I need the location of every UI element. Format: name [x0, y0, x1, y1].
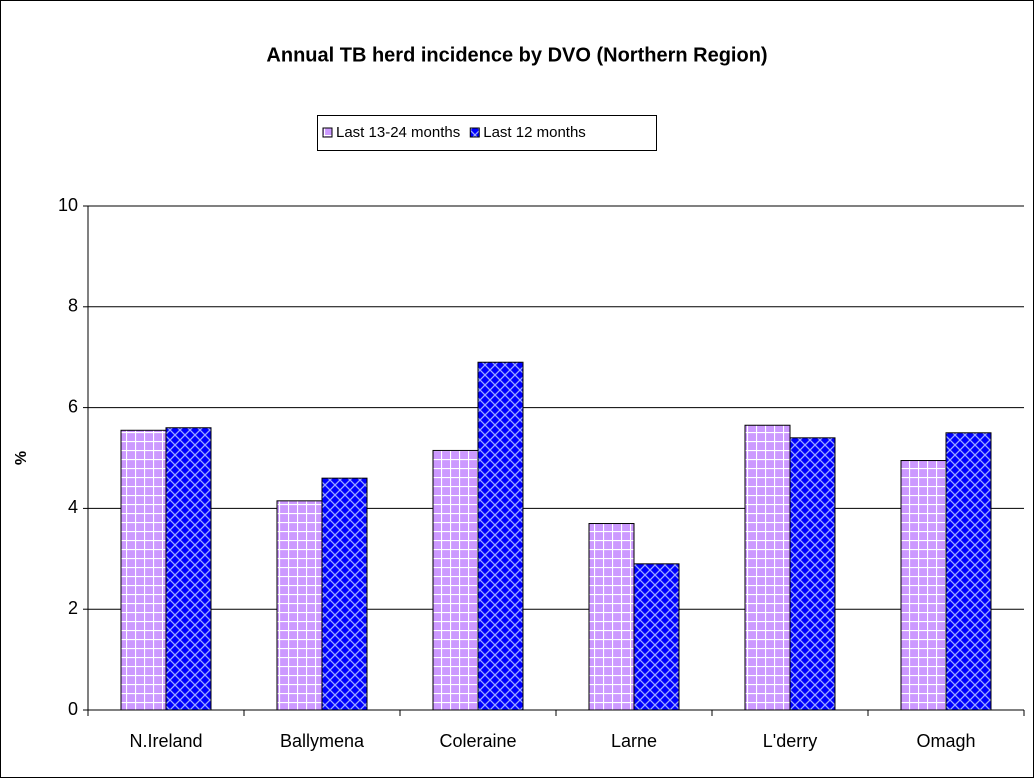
chart-title: Annual TB herd incidence by DVO (Norther… [266, 44, 767, 66]
bar [165, 427, 212, 711]
legend-label: Last 12 months [483, 124, 586, 141]
bar [321, 477, 368, 711]
x-tick-label: L'derry [763, 731, 817, 751]
bar [744, 424, 791, 711]
bar [900, 460, 947, 711]
y-tick-label: 8 [68, 296, 78, 316]
bar [120, 429, 167, 711]
x-tick-label: Coleraine [439, 731, 516, 751]
y-tick-label: 2 [68, 598, 78, 618]
bar [789, 437, 836, 711]
y-tick-label: 0 [68, 699, 78, 719]
x-tick-label: N.Ireland [129, 731, 202, 751]
y-tick-label: 4 [68, 497, 78, 517]
bar [432, 449, 479, 711]
bar [588, 523, 635, 711]
bar [633, 563, 680, 711]
y-axis-label: % [13, 451, 30, 465]
y-tick-label: 10 [58, 195, 78, 215]
bar [945, 432, 992, 711]
bar [477, 361, 524, 711]
bar [276, 500, 323, 711]
legend-label: Last 13-24 months [336, 124, 460, 141]
x-tick-label: Ballymena [280, 731, 365, 751]
legend-box [317, 115, 657, 151]
x-tick-label: Omagh [916, 731, 975, 751]
x-tick-label: Larne [611, 731, 657, 751]
legend-swatch [322, 127, 333, 138]
y-tick-label: 6 [68, 396, 78, 416]
legend-swatch [469, 127, 480, 138]
